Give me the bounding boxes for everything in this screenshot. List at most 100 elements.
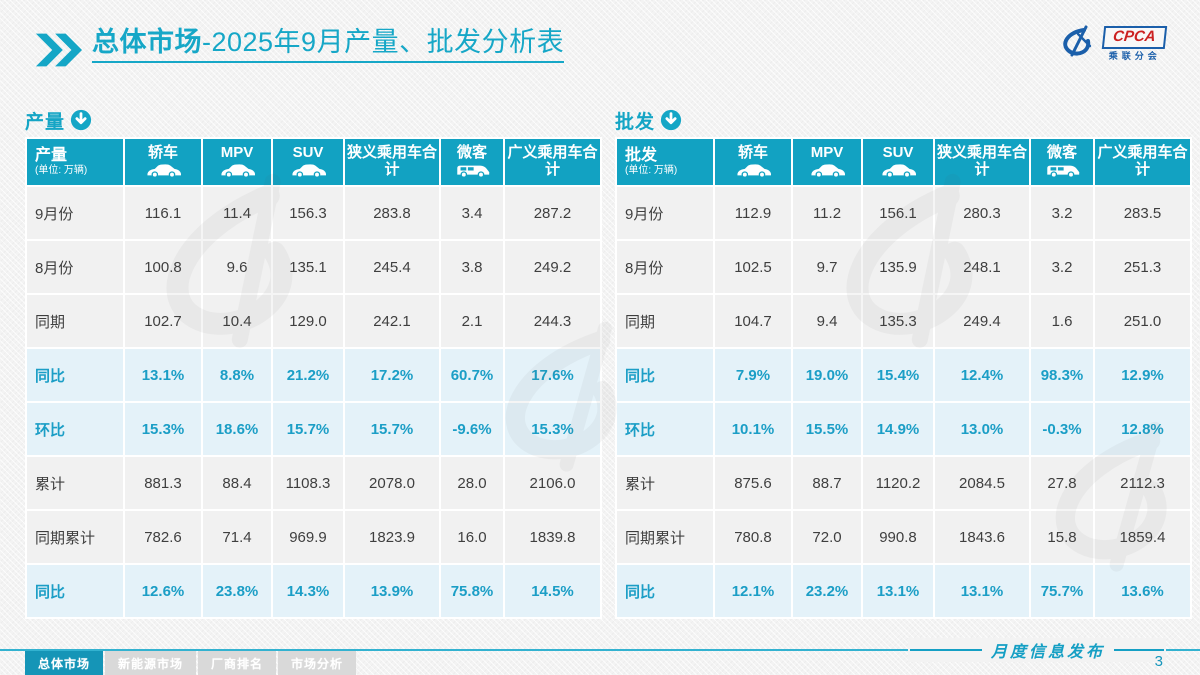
cell: 283.5: [1095, 187, 1190, 239]
cell: 2112.3: [1095, 457, 1190, 509]
corner-unit: (单位: 万辆): [625, 164, 678, 176]
table-row: 累计 875.6 88.7 1120.2 2084.5 27.8 2112.3: [617, 457, 1190, 509]
column-header: 广义乘用车合计: [1095, 139, 1190, 185]
cell: 2.1: [441, 295, 503, 347]
column-header: SUV: [863, 139, 933, 185]
cell: 13.1%: [935, 565, 1029, 617]
cell: 98.3%: [1031, 349, 1093, 401]
cell: 88.4: [203, 457, 271, 509]
cell: 2084.5: [935, 457, 1029, 509]
title-rest: -2025年9月产量、批发分析表: [202, 27, 565, 57]
production-table: 产量 (单位: 万辆) 轿车 MPV SUV 狭义乘用车合计 微客: [25, 137, 602, 619]
cell: 15.3%: [125, 403, 201, 455]
column-header: 广义乘用车合计: [505, 139, 600, 185]
corner-title: 产量: [35, 147, 68, 165]
vehicle-icon: [204, 163, 270, 179]
cell: 135.3: [863, 295, 933, 347]
footer-tab[interactable]: 厂商排名: [198, 651, 277, 675]
cell: 242.1: [345, 295, 439, 347]
cell: 8.8%: [203, 349, 271, 401]
cell: 17.6%: [505, 349, 600, 401]
cell: 244.3: [505, 295, 600, 347]
cell: 251.3: [1095, 241, 1190, 293]
van-icon: [1047, 165, 1080, 178]
cell: 112.9: [715, 187, 791, 239]
double-chevron-icon: [34, 32, 82, 73]
cell: -0.3%: [1031, 403, 1093, 455]
cell: 1839.8: [505, 511, 600, 563]
cell: 156.1: [863, 187, 933, 239]
wholesale-table: 批发 (单位: 万辆) 轿车 MPV SUV 狭义乘用车合计 微客: [615, 137, 1192, 619]
cell: 21.2%: [273, 349, 343, 401]
column-header: 狭义乘用车合计: [935, 139, 1029, 185]
vehicle-icon: [716, 163, 790, 179]
title-bold: 总体市场: [92, 27, 202, 57]
column-label: SUV: [882, 144, 914, 162]
table-row: 9月份 116.1 11.4 156.3 283.8 3.4 287.2: [27, 187, 600, 239]
cell: 10.4: [203, 295, 271, 347]
table-row: 同比 7.9% 19.0% 15.4% 12.4% 98.3% 12.9%: [617, 349, 1190, 401]
table-row: 环比 10.1% 15.5% 14.9% 13.0% -0.3% 12.8%: [617, 403, 1190, 455]
vehicle-icon: [126, 163, 200, 179]
row-label: 同期累计: [617, 511, 713, 563]
footer-caption: 月度信息发布: [907, 638, 1166, 662]
suv-icon: [292, 164, 326, 178]
cell: 1108.3: [273, 457, 343, 509]
cell: 3.8: [441, 241, 503, 293]
cpca-swoosh-icon: [1063, 25, 1092, 57]
column-label: 微客: [456, 144, 487, 162]
cell: 17.2%: [345, 349, 439, 401]
cell: 782.6: [125, 511, 201, 563]
table-row: 同期 102.7 10.4 129.0 242.1 2.1 244.3: [27, 295, 600, 347]
cell: 3.4: [441, 187, 503, 239]
cell: 9.6: [203, 241, 271, 293]
wholesale-section-title: 批发: [615, 111, 656, 133]
cell: 9.4: [793, 295, 861, 347]
column-header: 微客: [441, 139, 503, 185]
corner-title: 批发: [625, 147, 658, 165]
table-row: 同比 13.1% 8.8% 21.2% 17.2% 60.7% 17.6%: [27, 349, 600, 401]
cell: 3.2: [1031, 187, 1093, 239]
cell: 15.5%: [793, 403, 861, 455]
cell: 15.4%: [863, 349, 933, 401]
sedan-icon: [737, 164, 771, 178]
cell: 75.8%: [441, 565, 503, 617]
row-label: 环比: [617, 403, 713, 455]
footer-tab[interactable]: 总体市场: [25, 651, 104, 675]
vehicle-icon: [864, 163, 932, 179]
cell: 116.1: [125, 187, 201, 239]
row-label: 9月份: [617, 187, 713, 239]
cell: 1823.9: [345, 511, 439, 563]
cell: 12.1%: [715, 565, 791, 617]
cell: 251.0: [1095, 295, 1190, 347]
column-label: 轿车: [737, 144, 768, 162]
corner-unit: (单位: 万辆): [35, 164, 88, 176]
row-label: 累计: [617, 457, 713, 509]
cell: 11.2: [793, 187, 861, 239]
table-row: 8月份 102.5 9.7 135.9 248.1 3.2 251.3: [617, 241, 1190, 293]
cell: 245.4: [345, 241, 439, 293]
cell: 27.8: [1031, 457, 1093, 509]
cell: 780.8: [715, 511, 791, 563]
column-header: SUV: [273, 139, 343, 185]
cpca-logo: CPCA 乘联分会: [1056, 24, 1168, 64]
mpv-icon: [221, 164, 255, 178]
table-row: 9月份 112.9 11.2 156.1 280.3 3.2 283.5: [617, 187, 1190, 239]
footer-divider: [0, 649, 1200, 651]
cell: 15.7%: [273, 403, 343, 455]
footer-caption-text: 月度信息发布: [990, 642, 1105, 661]
footer-tab[interactable]: 市场分析: [278, 651, 357, 675]
cell: 287.2: [505, 187, 600, 239]
cell: 72.0: [793, 511, 861, 563]
cell: 88.7: [793, 457, 861, 509]
cell: 2106.0: [505, 457, 600, 509]
vehicle-icon: [442, 163, 502, 179]
footer-tab[interactable]: 新能源市场: [105, 651, 197, 675]
production-panel: 产量 产量 (单位: 万辆) 轿车 MPV SUV: [25, 106, 602, 619]
row-label: 同比: [617, 349, 713, 401]
sedan-icon: [147, 164, 181, 178]
column-label: 狭义乘用车合计: [936, 144, 1027, 178]
cell: 248.1: [935, 241, 1029, 293]
row-label: 同期累计: [27, 511, 123, 563]
cell: 19.0%: [793, 349, 861, 401]
